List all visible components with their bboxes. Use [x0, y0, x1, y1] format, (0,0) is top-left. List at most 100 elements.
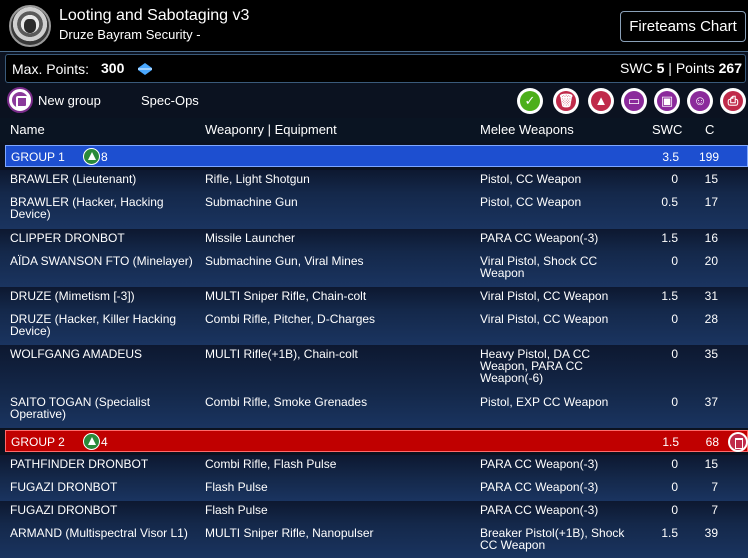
unit-cost: 7 [711, 503, 718, 517]
unit-name: WOLFGANG AMADEUS [10, 347, 143, 361]
unit-melee-weapons: Viral Pistol, CC Weapon [480, 289, 609, 303]
unit-weaponry: Combi Rifle, Smoke Grenades [205, 395, 368, 409]
unit-swc: 0.5 [661, 195, 678, 209]
table-row[interactable]: BRAWLER (Hacker, Hacking Device) Submachi… [0, 193, 748, 229]
table-row[interactable]: BRAWLER (Lieutenant) Rifle, Light Shotgun… [0, 170, 748, 193]
column-header-cost: C [705, 122, 715, 137]
table-row[interactable]: SAITO TOGAN (Specialist Operative) Combi … [0, 393, 748, 428]
unit-melee-weapons: PARA CC Weapon(-3) [480, 457, 599, 471]
unit-melee-weapons: Viral Pistol, Shock CC Weapon [480, 254, 598, 280]
unit-name: FUGAZI DRONBOT [10, 480, 118, 494]
group-swc: 3.5 [662, 150, 679, 164]
group-label: GROUP 1 [11, 150, 65, 164]
unit-name: DRUZE (Mimetism [-3]) [10, 289, 135, 303]
unit-name: CLIPPER DRONBOT [10, 231, 125, 245]
column-header-weaponry: Weaponry | Equipment [205, 122, 337, 137]
table-row[interactable]: DRUZE (Mimetism [-3]) MULTI Sniper Rifle,… [0, 287, 748, 310]
points-value: 267 [718, 60, 742, 76]
smiley-button[interactable]: ☺ [687, 88, 713, 114]
unit-melee-weapons: Breaker Pistol(+1B), Shock CC Weapon [480, 526, 625, 552]
unit-swc: 0 [671, 503, 678, 517]
unit-name: ARMAND (Multispectral Visor L1) [10, 526, 188, 540]
unit-cost: 35 [704, 347, 718, 361]
check-icon: ✓ [520, 91, 540, 111]
unit-swc: 0 [671, 395, 678, 409]
max-points-selector-icon[interactable] [136, 61, 154, 77]
column-headers: Name Weaponry | Equipment Melee Weapons … [0, 118, 748, 142]
group-order-icon [83, 433, 100, 450]
unit-weaponry: Submachine Gun [205, 195, 298, 209]
army-list-title: Looting and Sabotaging v3 [59, 7, 250, 24]
unit-swc: 0 [671, 480, 678, 494]
save-button[interactable]: ▣ [654, 88, 680, 114]
unit-weaponry: MULTI Sniper Rifle, Nanopulser [205, 526, 374, 540]
save-icon: ▣ [657, 91, 677, 111]
print-button[interactable]: ⎙ [720, 88, 746, 114]
unit-weaponry: MULTI Sniper Rifle, Chain-colt [205, 289, 367, 303]
unit-cost: 17 [704, 195, 718, 209]
table-row[interactable]: PATHFINDER DRONBOT Combi Rifle, Flash Pul… [0, 455, 748, 478]
delete-group-icon[interactable] [728, 432, 748, 452]
table-row[interactable]: FUGAZI DRONBOT Flash Pulse PARA CC Weapon(… [0, 501, 748, 524]
column-header-melee: Melee Weapons [480, 122, 574, 137]
swc-label: SWC [620, 60, 653, 76]
unit-melee-weapons: PARA CC Weapon(-3) [480, 480, 599, 494]
table-row[interactable]: DRUZE (Hacker, Killer Hacking Device) Com… [0, 310, 748, 345]
group-header-2[interactable]: GROUP 2 4 1.5 68 [5, 430, 748, 452]
spec-ops-button[interactable]: Spec-Ops [141, 93, 199, 108]
check-button[interactable]: ✓ [517, 88, 543, 114]
unit-melee-weapons: PARA CC Weapon(-3) [480, 503, 599, 517]
unit-cost: 31 [704, 289, 718, 303]
unit-name: PATHFINDER DRONBOT [10, 457, 149, 471]
max-points-label: Max. Points: [12, 61, 90, 77]
table-row[interactable]: WOLFGANG AMADEUS MULTI Rifle(+1B), Chain-… [0, 345, 748, 393]
smiley-icon: ☺ [690, 91, 710, 111]
unit-cost: 7 [711, 480, 718, 494]
points-bar: Max. Points: 300 SWC 5 | Points 267 [5, 54, 746, 83]
unit-swc: 1.5 [661, 231, 678, 245]
group-cost: 68 [705, 435, 719, 449]
table-row[interactable]: FUGAZI DRONBOT Flash Pulse PARA CC Weapon(… [0, 478, 748, 501]
table-row[interactable]: AÏDA SWANSON FTO (Minelayer) Submachine G… [0, 252, 748, 287]
unit-cost: 37 [704, 395, 718, 409]
unit-name: SAITO TOGAN (Specialist Operative) [10, 395, 151, 421]
unit-swc: 0 [671, 254, 678, 268]
unit-name: BRAWLER (Hacker, Hacking Device) [10, 195, 164, 221]
print-icon: ⎙ [723, 91, 743, 111]
unit-swc: 0 [671, 347, 678, 361]
chat-button[interactable]: ▭ [621, 88, 647, 114]
group-header-1[interactable]: GROUP 1 8 3.5 199 [5, 145, 748, 167]
unit-weaponry: Missile Launcher [205, 231, 296, 245]
unit-weaponry: MULTI Rifle(+1B), Chain-colt [205, 347, 358, 361]
table-row[interactable]: CLIPPER DRONBOT Missile Launcher PARA CC W… [0, 229, 748, 252]
unit-swc: 0 [671, 172, 678, 186]
swc-value: 5 [656, 60, 665, 76]
trash-button[interactable]: 🗑 [553, 88, 579, 114]
unit-melee-weapons: Pistol, CC Weapon [480, 172, 582, 186]
unit-weaponry: Flash Pulse [205, 503, 268, 517]
unit-cost: 20 [704, 254, 718, 268]
unit-cost: 39 [704, 526, 718, 540]
unit-swc: 0 [671, 457, 678, 471]
unit-cost: 16 [704, 231, 718, 245]
unit-weaponry: Flash Pulse [205, 480, 268, 494]
unit-weaponry: Combi Rifle, Flash Pulse [205, 457, 337, 471]
fireteams-chart-button[interactable]: Fireteams Chart [620, 11, 746, 42]
triangle-button[interactable]: ▲ [588, 88, 614, 114]
unit-name: DRUZE (Hacker, Killer Hacking Device) [10, 312, 177, 338]
new-group-button[interactable]: New group [38, 93, 101, 108]
unit-name: AÏDA SWANSON FTO (Minelayer) [10, 254, 193, 268]
new-group-icon[interactable] [7, 87, 33, 113]
swc-points-summary: SWC 5 | Points 267 [620, 60, 742, 76]
toolbar: New group Spec-Ops ✓ 🗑 ▲ ▭ ▣ ☺ ⎙ [0, 86, 748, 116]
table-row[interactable]: ARMAND (Multispectral Visor L1) MULTI Sni… [0, 524, 748, 558]
unit-name: BRAWLER (Lieutenant) [10, 172, 137, 186]
group-swc: 1.5 [662, 435, 679, 449]
max-points-value: 300 [101, 60, 125, 76]
column-header-name: Name [10, 122, 45, 137]
summary-separator: | [668, 60, 672, 76]
unit-melee-weapons: PARA CC Weapon(-3) [480, 231, 599, 245]
unit-swc: 1.5 [661, 289, 678, 303]
unit-swc: 1.5 [661, 526, 678, 540]
unit-swc: 0 [671, 312, 678, 326]
